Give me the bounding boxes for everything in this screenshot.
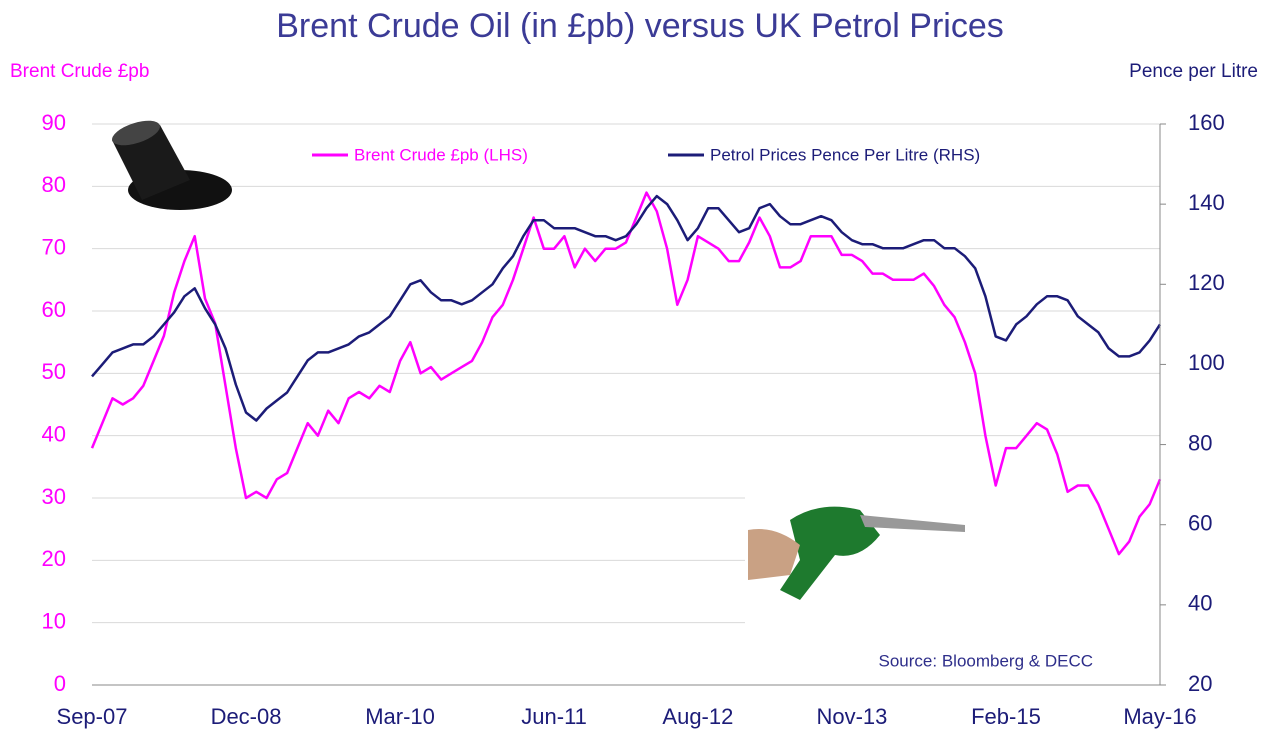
series-line — [92, 196, 1160, 420]
y-tick-label: 80 — [42, 172, 66, 197]
y2-tick-label: 60 — [1188, 511, 1212, 536]
x-tick-label: May-16 — [1123, 704, 1196, 729]
y2-tick-label: 140 — [1188, 190, 1225, 215]
x-tick-label: Jun-11 — [521, 704, 587, 729]
chart: Brent Crude Oil (in £pb) versus UK Petro… — [0, 0, 1270, 738]
y-tick-label: 60 — [42, 297, 66, 322]
decorations — [109, 116, 1160, 683]
x-tick-label: Feb-15 — [971, 704, 1041, 729]
y-tick-label: 90 — [42, 110, 66, 135]
y2-tick-label: 160 — [1188, 110, 1225, 135]
y-tick-label: 40 — [42, 421, 66, 446]
y-tick-label: 30 — [42, 484, 66, 509]
y2-axis-title: Pence per Litre — [1129, 61, 1258, 82]
legend-label: Petrol Prices Pence Per Litre (RHS) — [710, 145, 980, 164]
chart-title: Brent Crude Oil (in £pb) versus UK Petro… — [276, 7, 1003, 45]
x-tick-label: Sep-07 — [57, 704, 128, 729]
y2-tick-label: 40 — [1188, 591, 1212, 616]
y-tick-label: 70 — [42, 234, 66, 259]
y2-tick-label: 20 — [1188, 671, 1212, 696]
y-axis-title: Brent Crude £pb — [10, 61, 149, 82]
y2-tick-label: 80 — [1188, 430, 1212, 455]
y-tick-label: 50 — [42, 359, 66, 384]
x-tick-label: Mar-10 — [365, 704, 435, 729]
source-note: Source: Bloomberg & DECC — [879, 651, 1093, 670]
x-tick-label: Nov-13 — [816, 704, 887, 729]
y2-tick-label: 120 — [1188, 270, 1225, 295]
legend-label: Brent Crude £pb (LHS) — [354, 145, 528, 164]
y-tick-label: 20 — [42, 546, 66, 571]
x-tick-label: Dec-08 — [211, 704, 282, 729]
y-tick-label: 10 — [42, 608, 66, 633]
y-tick-label: 0 — [54, 671, 66, 696]
y2-tick-label: 100 — [1188, 350, 1225, 375]
x-tick-label: Aug-12 — [662, 704, 733, 729]
